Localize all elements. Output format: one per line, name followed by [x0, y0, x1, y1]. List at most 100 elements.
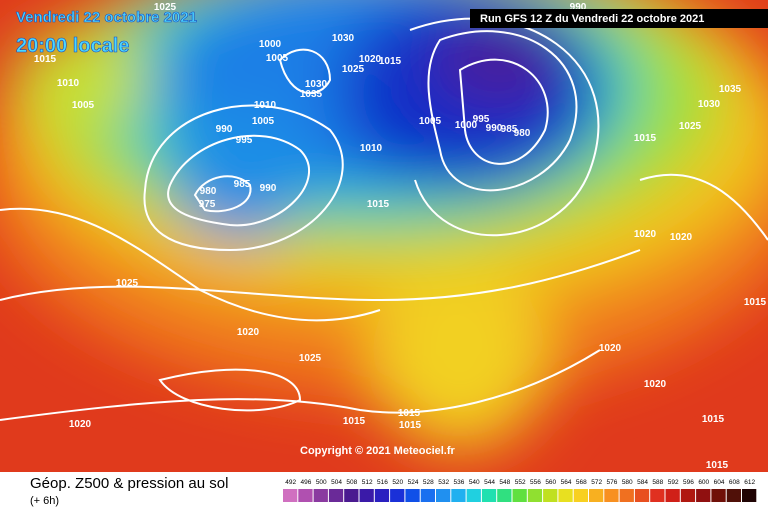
scale-label: 528 [423, 479, 434, 486]
isobar-label: 985 [501, 124, 518, 135]
run-box [470, 9, 768, 28]
scale-label: 584 [637, 479, 648, 486]
isobar-label: 1025 [116, 278, 139, 289]
isobar-label: 1030 [305, 79, 328, 90]
scale-swatch [405, 489, 420, 502]
scale-swatch [711, 489, 726, 502]
scale-swatch [726, 489, 741, 502]
scale-label: 604 [714, 479, 725, 486]
isobar-label: 1015 [398, 408, 421, 419]
scale-label: 540 [469, 479, 480, 486]
isobar-label: 990 [570, 2, 587, 13]
scale-swatch [466, 489, 481, 502]
scale-swatch [512, 489, 527, 502]
isobar-label: 1005 [419, 116, 442, 127]
scale-swatch [527, 489, 543, 502]
scale-label: 552 [515, 479, 526, 486]
scale-label: 576 [607, 479, 618, 486]
scale-label: 556 [530, 479, 541, 486]
scale-label: 548 [499, 479, 510, 486]
footer-subtitle: (+ 6h) [30, 495, 59, 507]
scale-swatch [497, 489, 512, 502]
isobar-label: 1015 [34, 54, 57, 65]
run: Run GFS 12 Z du Vendredi 22 octobre 2021 [480, 13, 704, 25]
isobar-label: 1035 [300, 89, 323, 100]
scale-label: 608 [729, 479, 740, 486]
isobar-label: 1015 [702, 414, 725, 425]
scale-label: 568 [576, 479, 587, 486]
scale-swatch [359, 489, 374, 502]
isobar-label: 995 [236, 135, 253, 146]
isobar-label: 995 [473, 114, 490, 125]
scale-swatch [451, 489, 466, 502]
footer-title: Géop. Z500 & pression au sol [30, 475, 228, 492]
scale-label: 600 [698, 479, 709, 486]
scale-label: 588 [652, 479, 663, 486]
scale-swatch [573, 489, 588, 502]
scale-swatch [313, 489, 328, 502]
isobar-label: 1015 [343, 416, 366, 427]
scale-label: 504 [331, 479, 342, 486]
scale-label: 500 [316, 479, 327, 486]
isobar-label: 1005 [252, 116, 275, 127]
scale-swatch [481, 489, 497, 502]
scale-label: 560 [545, 479, 556, 486]
scale-label: 508 [346, 479, 357, 486]
isobar-label: 1005 [266, 53, 289, 64]
isobar-label: 1020 [69, 419, 92, 430]
isobar-label: 990 [216, 124, 233, 135]
scale-label: 544 [484, 479, 495, 486]
isobar-label: 1025 [154, 2, 177, 13]
color-scale: 492 496 500 504 508 512 516 520 524 528 532 536 540 5… [283, 479, 757, 502]
isobar-labels: 1015 1010 1005 1025 1000 1005 1030 1020 1015 1025… [34, 2, 767, 471]
isobar-label: 975 [199, 199, 216, 210]
isobar-label: 1010 [360, 143, 383, 154]
scale-swatch [680, 489, 696, 502]
isobars [0, 17, 768, 421]
scale-swatch [283, 489, 298, 502]
scale-swatch [420, 489, 435, 502]
isobar-label: 1010 [254, 100, 277, 111]
scale-label: 580 [622, 479, 633, 486]
scale-swatch [665, 489, 680, 502]
isobar-label: 1000 [455, 120, 478, 131]
scale-swatch [374, 489, 390, 502]
time: 20:00 locale [16, 35, 129, 57]
isobar-label: 1015 [706, 460, 729, 471]
isobar-label: 990 [486, 123, 503, 134]
isobar-label: 1015 [634, 133, 657, 144]
scale-swatch [436, 489, 451, 502]
isobar-label: 1015 [379, 56, 402, 67]
scale-swatch [558, 489, 573, 502]
scale-swatch [604, 489, 619, 502]
scale-label: 592 [668, 479, 679, 486]
scale-label: 536 [454, 479, 465, 486]
isobar-label: 1020 [599, 343, 622, 354]
scale-label: 492 [285, 479, 296, 486]
isobar-label: 1035 [719, 84, 742, 95]
scale-label: 596 [683, 479, 694, 486]
field [0, 0, 768, 472]
isobar-label: 985 [234, 179, 251, 190]
scale-swatch [390, 489, 405, 502]
scale-label: 512 [362, 479, 373, 486]
isobar-label: 1020 [644, 379, 667, 390]
isobar-label: 1025 [299, 353, 322, 364]
scale-swatch [619, 489, 634, 502]
isobar-label: 1020 [634, 229, 657, 240]
isobar-label: 1030 [332, 33, 355, 44]
isobar-label: 1025 [679, 121, 702, 132]
scale-swatch [634, 489, 650, 502]
isobar-label: 1000 [259, 39, 282, 50]
date: Vendredi 22 octobre 2021 [16, 9, 197, 26]
scale-swatch [589, 489, 604, 502]
isobar-label: 1010 [57, 78, 80, 89]
isobar-label: 980 [514, 128, 531, 139]
isobar-label: 990 [260, 183, 277, 194]
isobar-label: 1020 [237, 327, 260, 338]
scale-label: 524 [408, 479, 419, 486]
scale-swatch [344, 489, 359, 502]
scale-label: 532 [438, 479, 449, 486]
